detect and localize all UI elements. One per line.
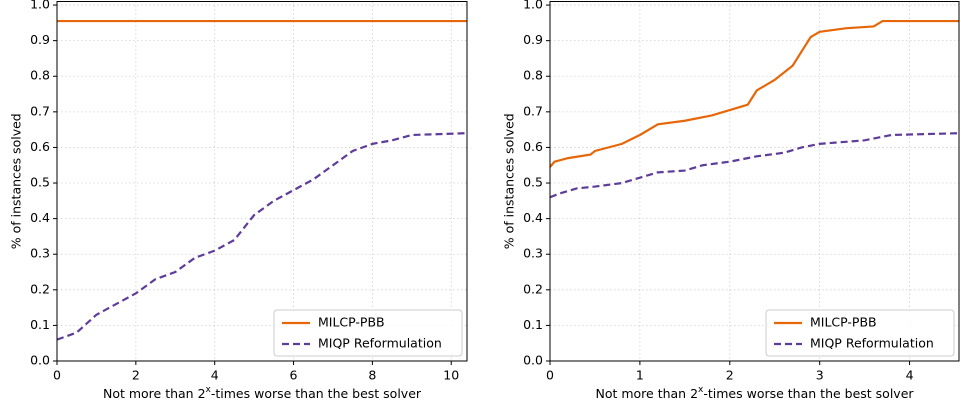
y-tick-label: 0.6: [30, 139, 50, 154]
y-axis-label: % of instances solved: [9, 113, 24, 249]
y-tick-label: 0.7: [30, 103, 50, 118]
x-axis-label-part: x: [206, 385, 212, 395]
series-line: [549, 132, 960, 199]
legend-label: MILCP-PBB: [318, 315, 385, 330]
legend-label: MIQP Reformulation: [810, 336, 934, 351]
y-tick-label: 0.4: [523, 210, 543, 225]
y-tick-label: 0.6: [523, 139, 543, 154]
legend-label: MIQP Reformulation: [318, 336, 442, 351]
y-tick-label: 0.3: [30, 246, 50, 261]
x-tick-label: 3: [816, 368, 824, 383]
y-tick-label: 0.7: [523, 103, 543, 118]
y-tick-label: 0.0: [30, 353, 50, 368]
x-tick-label: 2: [726, 368, 734, 383]
x-axis-label: Not more than 2x-times worse than the be…: [103, 385, 422, 401]
x-tick-label: 2: [132, 368, 140, 383]
x-axis-label-part: Not more than 2: [595, 386, 698, 401]
x-tick-label: 8: [368, 368, 376, 383]
y-tick-label: 0.8: [30, 68, 50, 83]
y-tick-label: 1.0: [523, 0, 543, 12]
legend-box: [765, 309, 955, 357]
y-tick-label: 0.8: [523, 68, 543, 83]
y-tick-label: 1.0: [30, 0, 50, 12]
y-tick-label: 0.1: [523, 317, 543, 332]
x-tick-label: 0: [546, 368, 554, 383]
x-tick-label: 0: [53, 368, 61, 383]
y-axis-label: % of instances solved: [502, 113, 517, 249]
legend-label: MILCP-PBB: [810, 315, 877, 330]
x-tick-label: 6: [290, 368, 298, 383]
y-tick-label: 0.2: [523, 281, 543, 296]
x-axis-label-part: Not more than 2: [103, 386, 206, 401]
y-tick-label: 0.0: [523, 353, 543, 368]
y-tick-label: 0.9: [523, 32, 543, 47]
x-axis-label-part: -times worse than the best solver: [211, 386, 422, 401]
axes-frame: [549, 1, 960, 362]
x-tick-label: 4: [906, 368, 914, 383]
axes-frame: [56, 1, 468, 362]
x-axis-label-part: x: [698, 385, 704, 395]
x-tick-label: 1: [636, 368, 644, 383]
y-tick-label: 0.5: [523, 175, 543, 190]
x-axis-label-part: -times worse than the best solver: [703, 386, 914, 401]
x-axis-label: Not more than 2x-times worse than the be…: [595, 385, 914, 401]
y-tick-label: 0.9: [30, 32, 50, 47]
y-tick-label: 0.3: [523, 246, 543, 261]
y-tick-label: 0.2: [30, 281, 50, 296]
series-line: [56, 132, 468, 341]
legend-box: [273, 309, 463, 357]
y-tick-label: 0.1: [30, 317, 50, 332]
x-tick-label: 4: [211, 368, 219, 383]
x-tick-label: 10: [443, 368, 459, 383]
y-tick-label: 0.5: [30, 175, 50, 190]
series-line: [549, 19, 959, 168]
y-tick-label: 0.4: [30, 210, 50, 225]
